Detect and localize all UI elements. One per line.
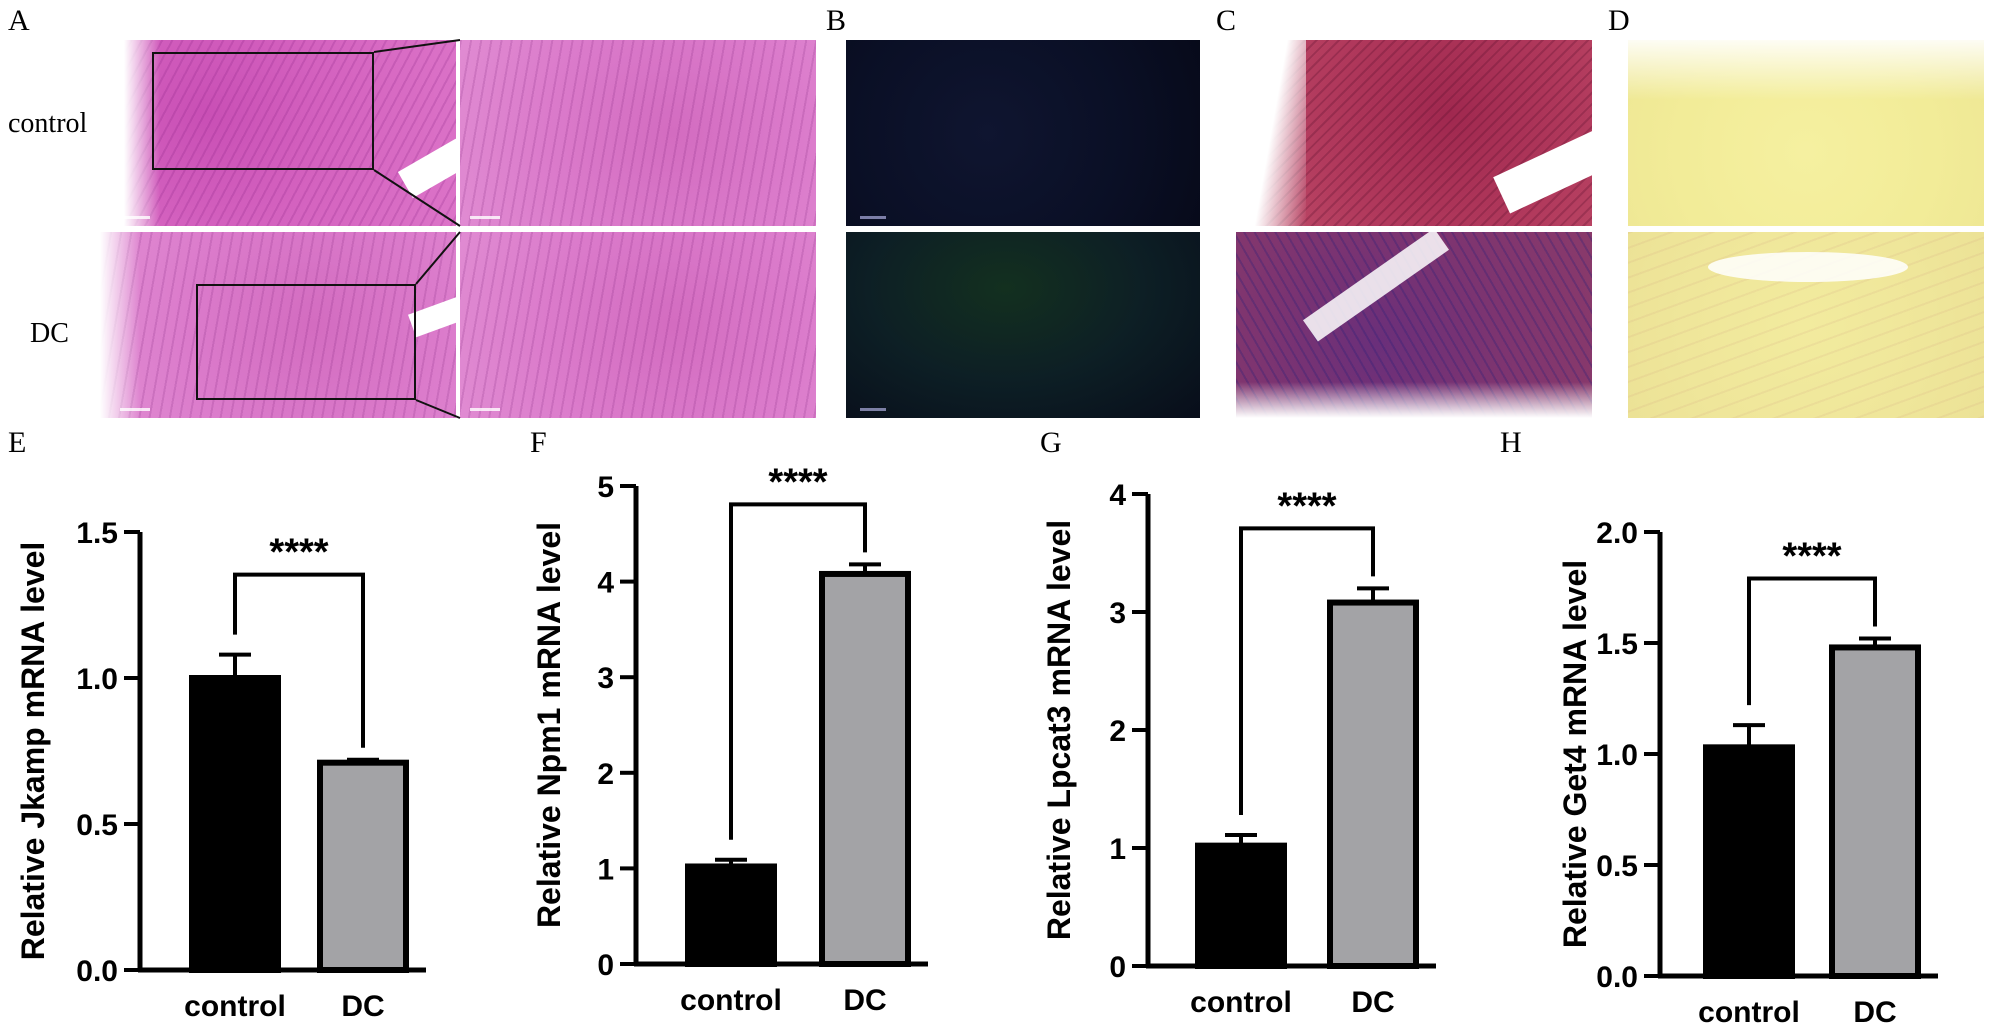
- he-zoom-dc-image: [460, 232, 816, 418]
- bar: [189, 675, 281, 973]
- panel-letter-c: C: [1216, 4, 1237, 37]
- y-tick-label: 1: [597, 853, 614, 886]
- panel-letter-d: D: [1608, 4, 1630, 37]
- significance-bracket: [729, 502, 867, 840]
- y-tick-label: 0: [597, 949, 614, 982]
- sirius-dc-image: [1628, 232, 1984, 418]
- zoom-region-control: [152, 52, 374, 170]
- bar: [1829, 644, 1921, 979]
- he-overview-control-image: [100, 40, 456, 226]
- y-tick-label: 2: [1109, 715, 1126, 748]
- bar: [819, 570, 911, 968]
- y-tick-label: 2: [597, 758, 614, 791]
- row-label-control: control: [8, 108, 88, 139]
- zoom-region-dc: [196, 284, 416, 400]
- x-tick-label: control: [184, 990, 286, 1023]
- bar: [317, 759, 409, 973]
- he-overview-dc-image: [100, 232, 456, 418]
- bar: [685, 863, 777, 967]
- masson-control-image: [1236, 40, 1592, 226]
- bar: [1195, 842, 1287, 970]
- y-axis-title: Relative Jkamp mRNA level: [15, 542, 51, 961]
- y-tick-label: 4: [597, 567, 614, 600]
- significance-label: ****: [768, 461, 827, 503]
- y-tick-label: 1.5: [1596, 628, 1638, 661]
- panel-letter-f: F: [530, 426, 547, 459]
- y-tick-label: 0.0: [1596, 961, 1638, 994]
- y-tick-label: 2.0: [1596, 517, 1638, 550]
- sirius-control-image: [1628, 40, 1984, 226]
- significance-bracket: [233, 572, 365, 748]
- y-tick-label: 1: [1109, 833, 1126, 866]
- bar: [1703, 744, 1795, 980]
- x-tick-label: DC: [843, 984, 886, 1017]
- significance-bracket: [1239, 526, 1375, 816]
- row-label-dc: DC: [30, 318, 69, 349]
- he-zoom-control-image: [460, 40, 816, 226]
- y-tick-label: 0.0: [76, 955, 118, 988]
- fluorescence-dc-image: [846, 232, 1200, 418]
- panel-letter-b: B: [826, 4, 847, 37]
- significance-bracket: [1747, 576, 1877, 706]
- y-tick-label: 1.0: [76, 663, 118, 696]
- x-tick-label: DC: [1351, 986, 1394, 1019]
- y-tick-label: 3: [597, 662, 614, 695]
- y-tick-label: 0.5: [76, 809, 118, 842]
- x-tick-label: control: [680, 984, 782, 1017]
- y-tick-label: 0.5: [1596, 850, 1638, 883]
- y-axis-title: Relative Lpcat3 mRNA level: [1041, 520, 1077, 940]
- x-tick-label: DC: [341, 990, 384, 1023]
- y-tick-label: 1.5: [76, 517, 118, 550]
- significance-label: ****: [1782, 536, 1841, 578]
- bar: [1327, 599, 1419, 969]
- y-tick-label: 4: [1109, 479, 1126, 512]
- y-axis-title: Relative Get4 mRNA level: [1557, 560, 1593, 948]
- y-axis-title: Relative Npm1 mRNA level: [531, 522, 567, 928]
- y-tick-label: 0: [1109, 951, 1126, 984]
- panel-letter-h: H: [1500, 426, 1522, 459]
- y-tick-label: 1.0: [1596, 739, 1638, 772]
- panel-letter-e: E: [8, 426, 27, 459]
- masson-dc-image: [1236, 232, 1592, 418]
- x-tick-label: DC: [1853, 996, 1896, 1029]
- x-tick-label: control: [1190, 986, 1292, 1019]
- y-tick-label: 3: [1109, 597, 1126, 630]
- significance-label: ****: [1277, 485, 1336, 527]
- fluorescence-control-image: [846, 40, 1200, 226]
- y-tick-label: 5: [597, 471, 614, 504]
- x-tick-label: control: [1698, 996, 1800, 1029]
- panel-letter-a: A: [8, 4, 30, 37]
- panel-letter-g: G: [1040, 426, 1062, 459]
- significance-label: ****: [269, 532, 328, 574]
